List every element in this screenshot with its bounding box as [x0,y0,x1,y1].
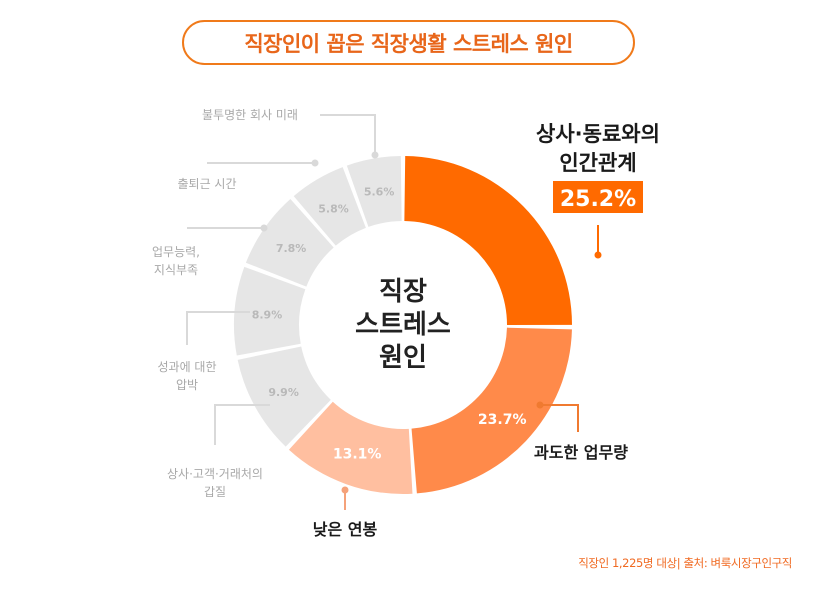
donut-slice [245,198,334,287]
leader-dot [341,486,349,494]
leader-dot [594,251,602,259]
slice-value-label: 9.9% [268,386,299,399]
slice-category-label: 과도한 업무량 [534,443,628,462]
slice-category-label: 불투명한 회사 미래 [202,108,298,122]
slice-value-label: 5.8% [318,203,349,216]
leader-dot [260,224,268,232]
leader-dot [311,159,319,167]
chart-title: 직장인이 꼽은 직장생활 스트레스 원인 [182,20,635,65]
slice-category-label: 낮은 연봉 [313,520,378,539]
donut-slice [288,401,413,494]
slice-category-label: 지식부족 [154,263,198,277]
slice-category-label: 업무능력, [152,245,200,259]
leader-line [540,404,579,432]
source-footnote: 직장인 1,225명 대상| 출처: 벼룩시장구인구직 [578,556,792,570]
leader-line [320,114,376,155]
slice-value-label: 8.9% [252,308,283,321]
donut-slice [404,156,572,325]
donut-slice [411,327,572,494]
slice-category-label: 인간관계 [559,151,636,175]
slice-value-label: 13.1% [333,447,382,463]
donut-slice [346,156,402,227]
leader-dot [371,151,379,159]
donut-slice [237,346,331,447]
slice-value-label: 23.7% [478,412,527,428]
leader-line [214,404,270,445]
donut-slice [293,167,366,246]
highlight-value-label: 25.2% [560,187,636,212]
highlight-value-box [553,181,643,213]
leader-line [186,311,250,345]
center-label-line: 직장 [379,277,427,307]
slice-value-label: 5.6% [364,186,395,199]
slice-value-label: 7.8% [276,242,307,255]
slice-category-label: 출퇴근 시간 [177,177,236,191]
center-label-line: 원인 [379,343,427,373]
slice-category-label: 상사·동료와의 [536,122,660,146]
slice-category-label: 성과에 대한 [157,360,216,374]
donut-slice [234,266,306,356]
slice-category-label: 갑질 [204,485,226,499]
center-label-line: 스트레스 [355,310,451,340]
leader-dot [536,401,544,409]
slice-category-label: 압박 [176,378,198,392]
slice-category-label: 상사·고객·거래처의 [167,467,263,481]
